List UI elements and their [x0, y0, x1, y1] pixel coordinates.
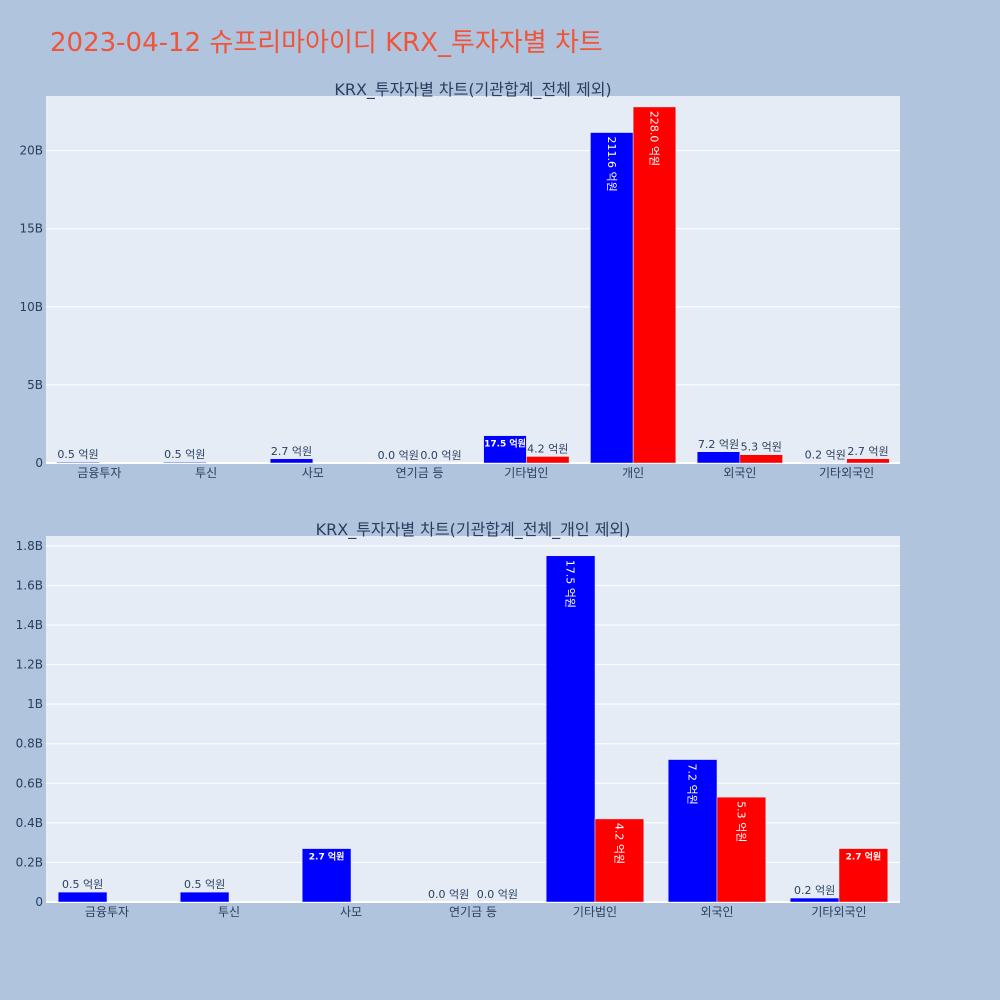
y-tick-label: 0	[35, 895, 43, 909]
bar	[56, 461, 100, 464]
y-tick-label: 1.6B	[16, 578, 43, 592]
y-tick-label: 1.2B	[16, 658, 43, 672]
bar	[301, 848, 352, 903]
bar	[739, 454, 783, 464]
data-label: 0.0 억원	[420, 449, 461, 462]
bar	[632, 106, 677, 464]
chart-title: KRX_투자자별 차트(기관합계_전체 제외)	[334, 80, 611, 100]
y-tick-label: 5B	[27, 378, 43, 392]
data-label: 0.0 억원	[477, 888, 518, 901]
bar	[594, 818, 645, 903]
data-label: 0.5 억원	[57, 448, 98, 461]
x-tick-label: 투신	[218, 905, 240, 919]
y-tick-label: 0.2B	[16, 855, 43, 869]
data-label: 5.3 억원	[734, 801, 747, 842]
data-label: 4.2 억원	[527, 442, 568, 455]
bar	[696, 451, 741, 464]
data-label: 0.2 억원	[794, 884, 835, 897]
data-label: 17.5 억원	[484, 438, 526, 450]
y-tick-label: 0.4B	[16, 816, 43, 830]
data-label: 5.3 억원	[741, 441, 782, 454]
bar	[838, 848, 889, 903]
bar	[716, 796, 767, 903]
y-tick-label: 1.8B	[16, 539, 43, 553]
bar	[846, 458, 890, 464]
bar	[526, 456, 570, 464]
bar	[163, 461, 207, 464]
x-tick-label: 외국인	[723, 466, 756, 480]
x-tick-label: 연기금 등	[449, 905, 497, 919]
data-label: 0.5 억원	[62, 878, 103, 891]
x-tick-label: 사모	[302, 466, 324, 480]
data-label: 7.2 억원	[686, 764, 699, 805]
x-tick-label: 금융투자	[85, 905, 129, 919]
chart-bottom: KRX_투자자별 차트(기관합계_전체_개인 제외) 0 0.2B 0.4B 0.6B 0…	[16, 520, 900, 919]
y-tick-label: 15B	[19, 222, 43, 236]
y-tick-label: 0.6B	[16, 776, 43, 790]
data-label: 17.5 억원	[564, 560, 577, 608]
data-label: 0.0 억원	[378, 449, 419, 462]
data-label: 211.6 억원	[605, 137, 618, 192]
chart-top: KRX_투자자별 차트(기관합계_전체 제외) 0 5B 10B 15B 20B 금융투자 0…	[19, 80, 900, 480]
x-tick-label: 개인	[622, 466, 644, 480]
data-label: 7.2 억원	[698, 438, 739, 451]
data-label: 228.0 억원	[647, 111, 660, 166]
data-label: 0.5 억원	[184, 878, 225, 891]
x-tick-label: 투신	[195, 466, 217, 480]
x-tick-label: 연기금 등	[396, 466, 444, 480]
y-tick-label: 20B	[19, 144, 43, 158]
data-label: 0.2 억원	[805, 449, 846, 462]
bar	[269, 458, 314, 464]
data-label: 2.7 억원	[847, 445, 888, 458]
data-label: 2.7 억원	[309, 851, 345, 863]
y-tick-label: 0	[35, 456, 43, 470]
plot-area	[46, 536, 900, 902]
bar	[57, 891, 108, 903]
data-label: 2.7 억원	[846, 851, 882, 863]
data-label: 0.0 억원	[428, 888, 469, 901]
data-label: 4.2 억원	[612, 823, 625, 864]
bar	[590, 132, 634, 464]
x-tick-label: 사모	[340, 905, 362, 919]
y-tick-label: 10B	[19, 300, 43, 314]
x-tick-label: 기타외국인	[819, 466, 874, 480]
chart-title: KRX_투자자별 차트(기관합계_전체_개인 제외)	[316, 520, 631, 540]
y-tick-label: 1B	[27, 697, 43, 711]
bar	[483, 435, 527, 464]
data-label: 0.5 억원	[164, 448, 205, 461]
bar	[789, 897, 840, 903]
y-tick-label: 1.4B	[16, 618, 43, 632]
x-tick-label: 기타법인	[504, 466, 548, 480]
x-tick-label: 기타법인	[573, 905, 617, 919]
x-tick-label: 기타외국인	[811, 905, 866, 919]
data-label: 2.7 억원	[271, 445, 312, 458]
x-tick-label: 외국인	[700, 905, 733, 919]
bar	[179, 891, 230, 903]
bar	[545, 555, 596, 903]
y-tick-label: 0.8B	[16, 737, 43, 751]
x-tick-label: 금융투자	[77, 466, 121, 480]
page-title: 2023-04-12 슈프리마아이디 KRX_투자자별 차트	[50, 28, 603, 58]
plot-area	[46, 96, 900, 463]
